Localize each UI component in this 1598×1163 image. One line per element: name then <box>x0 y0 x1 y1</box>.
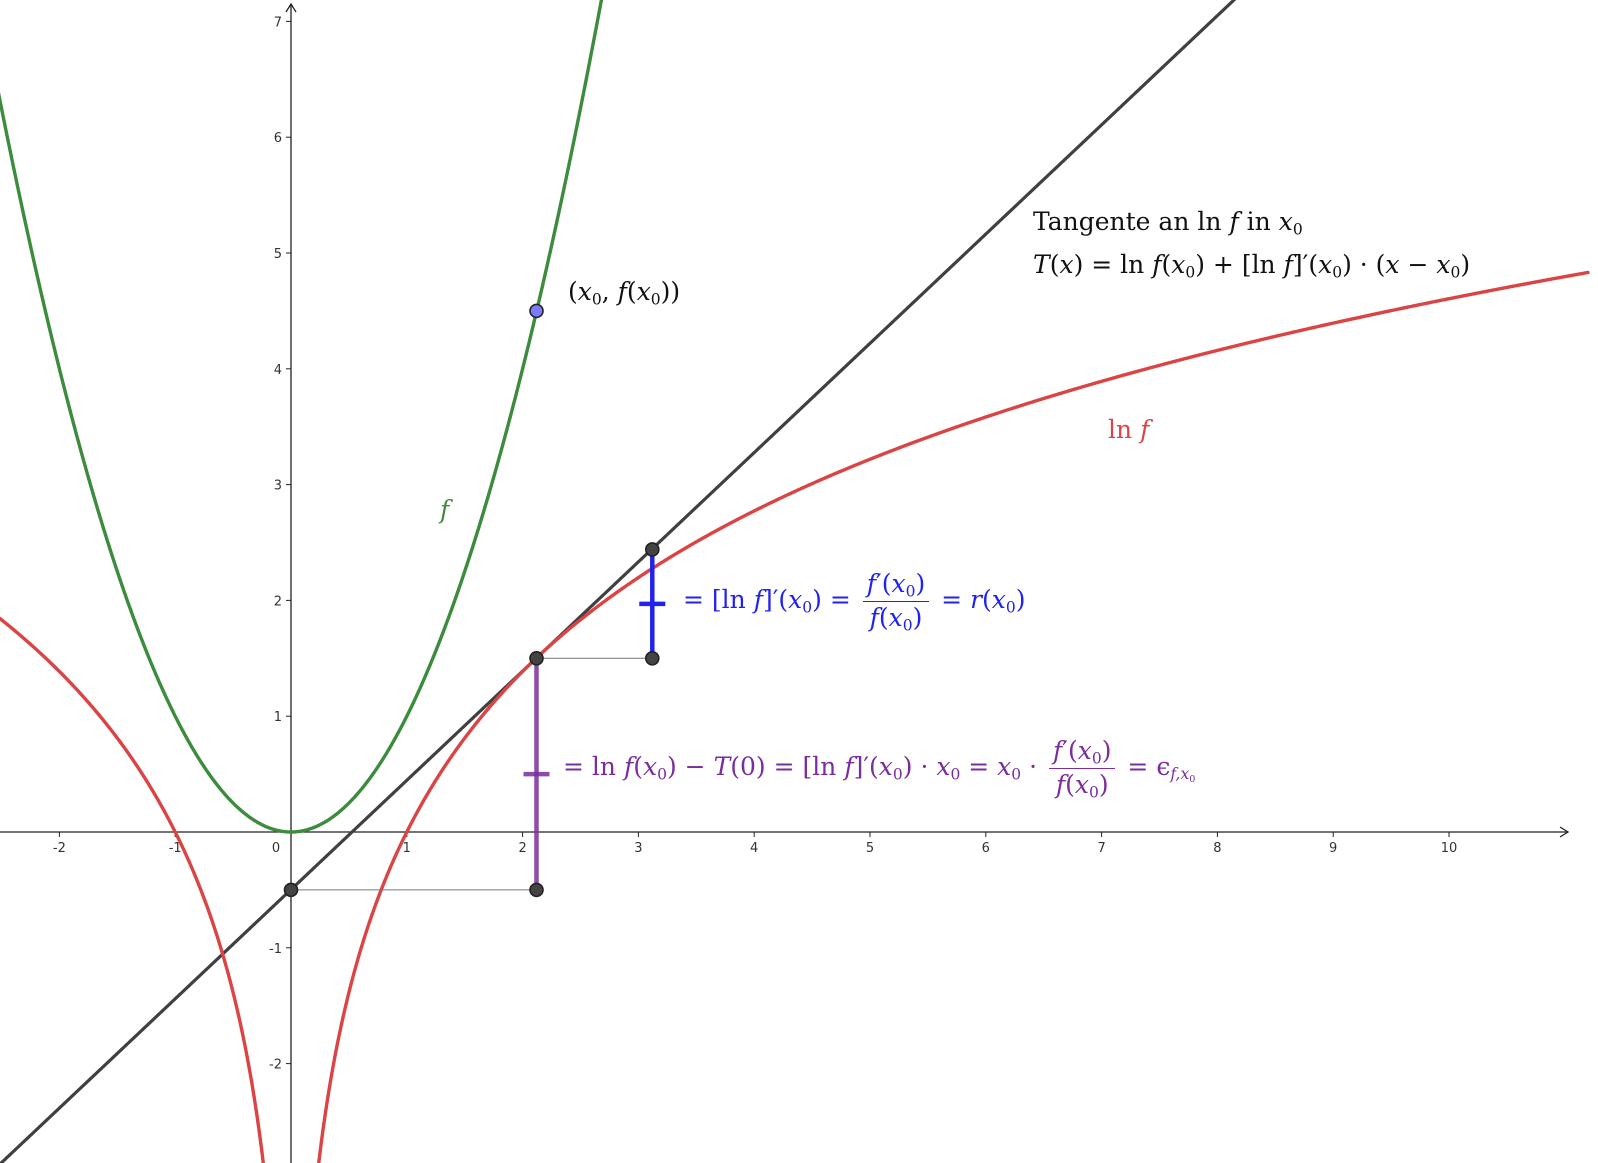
x-tick-label: 0 <box>272 841 280 856</box>
y-tick-label: 1 <box>274 710 282 725</box>
x-tick-label: 8 <box>1213 841 1221 856</box>
y-tick-label: -1 <box>269 942 282 957</box>
blue-equation: = [ln f]′(x0) = f′(x0) f(x0) = r(x0) <box>683 569 1026 635</box>
x-tick-label: 5 <box>866 841 874 856</box>
x-tick-label: 10 <box>1441 841 1458 856</box>
point-tangent-at-step <box>644 542 660 557</box>
x-tick-label: 4 <box>750 841 758 856</box>
x-tick-label: 1 <box>403 841 411 856</box>
y-tick-label: 6 <box>274 131 282 146</box>
point-label-x0-fx0: (x0, f(x0)) <box>568 277 681 309</box>
y-tick-label: 4 <box>274 363 282 378</box>
y-axis-arrow <box>285 2 297 13</box>
y-tick-label: -2 <box>269 1058 282 1073</box>
curve-ln-f-left <box>0 616 265 1163</box>
y-tick-label: 2 <box>274 594 282 609</box>
x-tick-label: -2 <box>53 841 66 856</box>
curve-f <box>0 0 604 834</box>
purple-equation: = ln f(x0) − T(0) = [ln f]′(x0) · x0 = x… <box>563 736 1196 802</box>
point-on-ln-f <box>529 650 544 666</box>
tangent-line <box>0 0 1237 1163</box>
series-label-f: f <box>440 495 450 524</box>
tangent-formula: T(x) = ln f(x0) + [ln f]′(x0) · (x − x0) <box>1033 250 1471 282</box>
point-step-end <box>644 650 660 666</box>
x-tick-label: 3 <box>634 841 642 856</box>
series-label-ln-f: ln f <box>1108 415 1150 444</box>
x-axis-arrow <box>1559 826 1570 838</box>
blue-fraction: f′(x0) f(x0) <box>862 569 930 633</box>
marks <box>283 303 666 898</box>
point-on-f <box>529 303 544 319</box>
point-projection <box>529 882 544 898</box>
tangent-title: Tangente an ln f in x0 <box>1033 207 1303 239</box>
purple-fraction: f′(x0) f(x0) <box>1049 736 1116 800</box>
x-tick-label: 6 <box>982 841 990 856</box>
x-tick-label: 2 <box>518 841 526 856</box>
x-tick-label: 9 <box>1329 841 1337 856</box>
x-tick-label: 7 <box>1097 841 1105 856</box>
y-tick-label: 7 <box>274 15 282 30</box>
y-tick-label: 3 <box>274 479 282 494</box>
point-tangent-at-0 <box>283 882 299 898</box>
curve-ln-f-right <box>317 270 1590 1163</box>
y-tick-label: 5 <box>274 247 282 262</box>
x-tick-label: -1 <box>169 841 182 856</box>
